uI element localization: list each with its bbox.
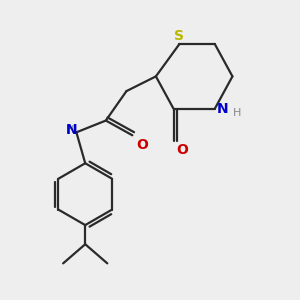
Text: S: S xyxy=(174,28,184,43)
Text: O: O xyxy=(136,138,148,152)
Text: N: N xyxy=(66,123,78,137)
Text: O: O xyxy=(176,142,188,157)
Text: N: N xyxy=(216,102,228,116)
Text: H: H xyxy=(233,108,242,118)
Text: H: H xyxy=(66,125,74,135)
